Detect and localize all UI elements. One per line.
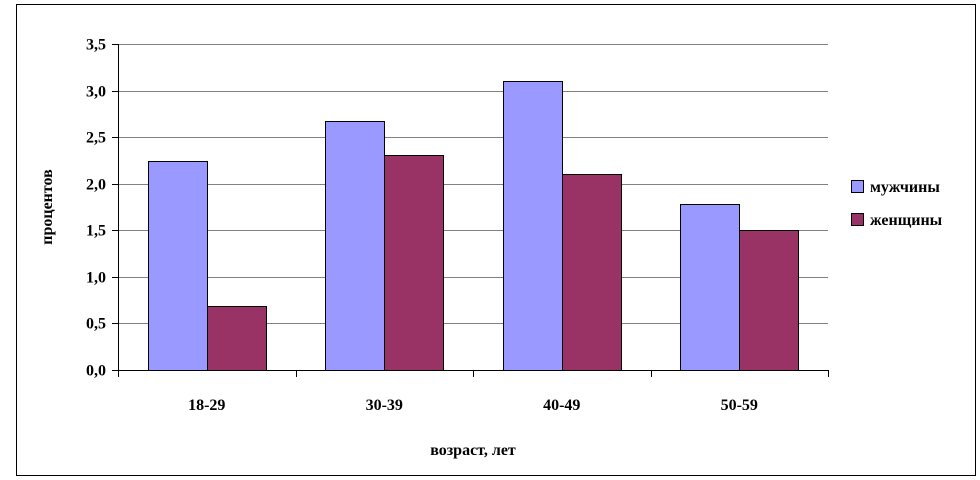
bar-женщины-18-29 — [207, 306, 267, 371]
legend: мужчины женщины — [851, 179, 943, 229]
y-tick-label: 1,0 — [86, 270, 106, 287]
legend-swatch-мужчины — [851, 180, 864, 193]
bar-мужчины-30-39 — [325, 121, 385, 371]
legend-label-женщины: женщины — [870, 212, 943, 229]
legend-label-мужчины: мужчины — [870, 179, 940, 196]
axes — [112, 44, 829, 377]
bar-женщины-50-59 — [739, 230, 799, 371]
y-tick-label: 3,0 — [86, 84, 106, 101]
bar-женщины-30-39 — [384, 155, 444, 371]
bar-мужчины-50-59 — [680, 204, 740, 371]
y-tick-label: 2,5 — [86, 130, 106, 147]
x-axis-title: возраст, лет — [430, 442, 516, 459]
bars — [148, 81, 799, 371]
y-axis-title: процентов — [39, 169, 56, 245]
x-category-label: 50-59 — [721, 397, 758, 414]
y-tick-label: 2,0 — [86, 177, 106, 194]
x-category-labels: 18-29 30-39 40-49 50-59 — [188, 397, 758, 414]
y-tick-label: 1,5 — [86, 223, 106, 240]
x-category-label: 30-39 — [366, 397, 403, 414]
x-category-label: 18-29 — [188, 397, 225, 414]
y-tick-labels: 0,0 0,5 1,0 1,5 2,0 2,5 3,0 3,5 — [86, 37, 106, 380]
bar-мужчины-18-29 — [148, 161, 208, 371]
legend-swatch-женщины — [851, 213, 864, 226]
bar-мужчины-40-49 — [503, 81, 563, 371]
y-tick-label: 0,0 — [86, 363, 106, 380]
y-tick-label: 0,5 — [86, 316, 106, 333]
x-category-label: 40-49 — [543, 397, 580, 414]
y-tick-label: 3,5 — [86, 37, 106, 54]
bar-женщины-40-49 — [562, 174, 622, 371]
